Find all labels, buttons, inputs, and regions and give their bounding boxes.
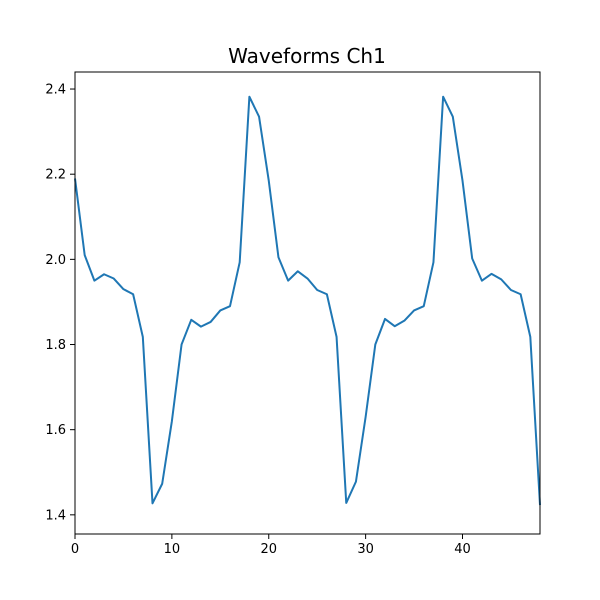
- chart-title: Waveforms Ch1: [228, 44, 386, 68]
- y-tick-label: 1.4: [45, 508, 66, 523]
- plot-area: [74, 95, 541, 506]
- series-line-0: [74, 95, 541, 506]
- x-tick-label: 40: [454, 542, 471, 557]
- y-tick-label: 1.8: [45, 338, 66, 353]
- y-tick-label: 1.6: [45, 423, 66, 438]
- y-tick-label: 2.0: [45, 253, 66, 268]
- x-tick-label: 30: [357, 542, 374, 557]
- x-tick-label: 20: [260, 542, 277, 557]
- axis-ticks: 0 10 20 30 40 1.4 1.6 1.8 2.0 2.2 2.4: [45, 83, 470, 557]
- x-tick-label: 0: [71, 542, 79, 557]
- axes-frame: [74, 71, 541, 535]
- x-tick-label: 10: [164, 542, 181, 557]
- y-tick-label: 2.4: [45, 83, 66, 98]
- y-tick-label: 2.2: [45, 168, 66, 183]
